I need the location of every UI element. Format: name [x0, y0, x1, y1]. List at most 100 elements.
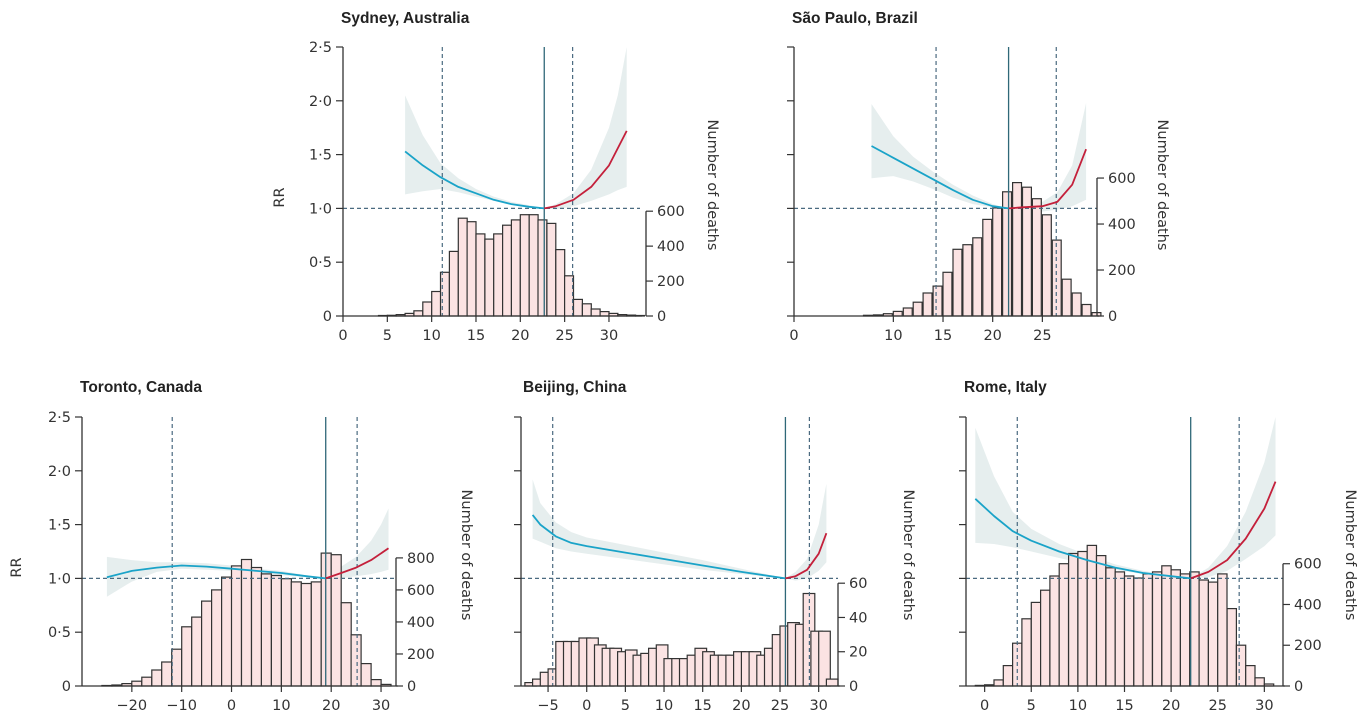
- y-tick-label: 1·0: [309, 201, 332, 217]
- y-tick-label: 0: [62, 679, 71, 695]
- histogram-bar: [1179, 573, 1191, 687]
- x-tick-label: 30: [372, 698, 390, 714]
- histogram-bar: [161, 661, 173, 687]
- y2-tick-label: 400: [1108, 217, 1136, 233]
- histogram-bar: [1031, 198, 1042, 317]
- histogram-bar: [1030, 601, 1042, 687]
- y-tick-label: 2·5: [309, 40, 332, 56]
- histogram-bar: [475, 233, 486, 317]
- histogram-bar: [1235, 644, 1247, 687]
- y2-axis-label: Number of deaths: [900, 490, 916, 621]
- histogram-bar: [952, 248, 963, 317]
- histogram-bar: [1041, 214, 1052, 317]
- x-tick-label: 20: [732, 698, 750, 714]
- y2-axis-label: Number of deaths: [704, 120, 720, 251]
- series-line-cold: [106, 564, 326, 580]
- histogram-bar: [360, 662, 372, 687]
- x-tick-label: 15: [1115, 698, 1133, 714]
- histogram-bar: [1198, 579, 1209, 687]
- histogram-bar: [1226, 607, 1237, 687]
- panel-2: São Paulo, Brazil 0 10 15 20 25 0 200 400 600 Numb…: [787, 10, 1170, 344]
- y2-tick-label: 0: [1108, 309, 1117, 325]
- histogram-bar: [1151, 571, 1163, 687]
- histogram-bar: [131, 680, 143, 687]
- histogram-bar: [1086, 544, 1098, 687]
- series-line-heat: [1190, 481, 1277, 580]
- y2-tick-label: 800: [407, 551, 435, 567]
- y2-tick-label: 0: [849, 679, 858, 695]
- x-tick-label: −5: [537, 698, 558, 714]
- series-line-cold: [404, 150, 545, 210]
- series-line-heat: [544, 130, 628, 210]
- y2-tick-label: 0: [1294, 679, 1303, 695]
- chart-title: São Paulo, Brazil: [792, 10, 918, 27]
- y-tick-label: 0: [323, 309, 332, 325]
- y-tick-label: 0·5: [309, 255, 332, 271]
- x-tick-label: 0: [338, 328, 347, 344]
- histogram-bar: [528, 214, 539, 317]
- histogram-bar: [555, 249, 566, 317]
- histogram-bar: [250, 566, 263, 687]
- histogram-bar: [448, 250, 459, 317]
- histogram-bar: [1067, 552, 1079, 687]
- x-tick-label: 10: [884, 328, 902, 344]
- y2-tick-label: 200: [1108, 263, 1136, 279]
- histogram-bar: [932, 285, 943, 317]
- y2-tick-label: 600: [657, 204, 685, 220]
- chart-title: Sydney, Australia: [341, 10, 470, 27]
- histogram-bar: [1217, 573, 1228, 687]
- histogram-bar: [572, 298, 583, 317]
- histogram-bar: [1207, 581, 1219, 687]
- y-tick-label: 2·5: [48, 410, 71, 426]
- histogram-bar: [340, 602, 352, 687]
- histogram-bar: [1081, 303, 1092, 317]
- confidence-band: [532, 479, 827, 581]
- y2-tick-label: 200: [657, 274, 685, 290]
- histogram-bar: [310, 581, 322, 687]
- x-tick-label: 0: [789, 328, 798, 344]
- x-tick-label: 20: [511, 328, 529, 344]
- histogram-bar: [1105, 567, 1116, 687]
- histogram-bar: [1114, 571, 1126, 687]
- panel-1: Sydney, Australia 0 5 10 15 20 25 30 0 0·5 1·0 1·5 2…: [272, 10, 720, 344]
- histogram-bar: [370, 678, 382, 687]
- series-line-heat: [1008, 148, 1087, 210]
- histogram-bar: [350, 634, 362, 687]
- x-tick-label: 10: [272, 698, 290, 714]
- y2-tick-label: 0: [407, 679, 416, 695]
- histogram-bar: [171, 648, 183, 687]
- series-line-cold: [871, 145, 1009, 210]
- histogram-bar: [1039, 589, 1051, 687]
- histogram-bar: [1133, 577, 1144, 687]
- histogram-bar: [457, 217, 468, 317]
- y-tick-label: 1·5: [48, 518, 71, 534]
- histogram-bar: [942, 271, 953, 317]
- y2-tick-label: 600: [1108, 171, 1136, 187]
- x-tick-label: 30: [809, 698, 827, 714]
- histogram-bar: [431, 290, 442, 317]
- histogram-bar: [484, 238, 495, 317]
- histogram-bar: [280, 578, 292, 687]
- histogram-bar: [590, 308, 601, 317]
- x-tick-label: 15: [467, 328, 485, 344]
- panel-4: Beijing, China −5 0 5 10 15 20 25 30 0 20 40 60 Numbe…: [514, 379, 916, 714]
- confidence-band: [871, 103, 1087, 212]
- x-tick-label: 0: [582, 698, 591, 714]
- x-tick-label: 10: [1069, 698, 1087, 714]
- x-tick-label: −10: [166, 698, 197, 714]
- histogram-bar: [181, 626, 193, 687]
- histogram-bar: [892, 310, 903, 317]
- x-tick-label: 20: [322, 698, 340, 714]
- histogram-bar: [151, 669, 163, 687]
- histogram-bar: [537, 219, 548, 317]
- histogram-bar: [422, 301, 433, 317]
- y2-tick-label: 600: [407, 583, 435, 599]
- y2-axis-label: Number of deaths: [458, 490, 474, 621]
- histogram-bar: [493, 233, 504, 317]
- y2-axis-label: Number of deaths: [1154, 120, 1170, 251]
- histogram-bar: [466, 221, 477, 317]
- histogram-bar: [141, 676, 153, 687]
- histogram-bar: [581, 303, 592, 317]
- x-tick-label: 0: [980, 698, 989, 714]
